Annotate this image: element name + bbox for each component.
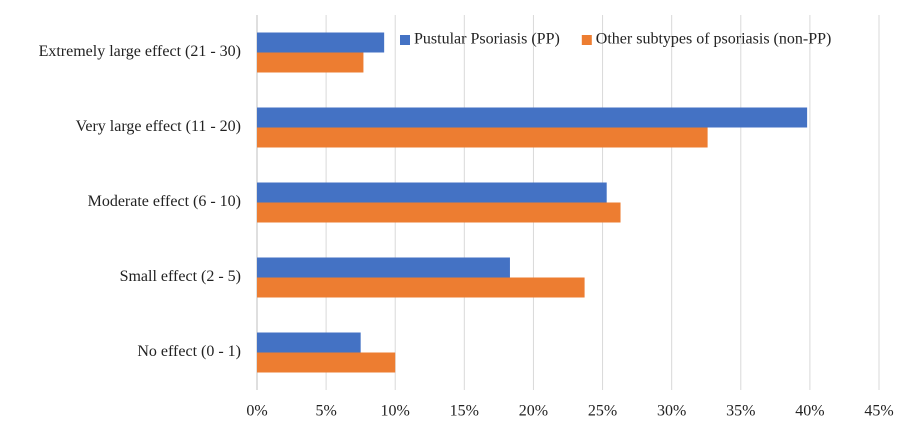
bar bbox=[257, 352, 396, 373]
bar bbox=[257, 32, 385, 53]
legend-label: Pustular Psoriasis (PP) bbox=[414, 31, 560, 48]
x-tick-label: 45% bbox=[864, 403, 893, 420]
legend-label: Other subtypes of psoriasis (non-PP) bbox=[596, 31, 832, 48]
y-tick-label: Very large effect (11 - 20) bbox=[76, 118, 241, 135]
x-tick-label: 10% bbox=[381, 403, 410, 420]
x-tick-label: 15% bbox=[450, 403, 479, 420]
bar bbox=[257, 202, 621, 223]
x-tick-label: 20% bbox=[519, 403, 548, 420]
x-tick-label: 35% bbox=[726, 403, 755, 420]
y-tick-label: Small effect (2 - 5) bbox=[120, 268, 241, 285]
bar bbox=[257, 52, 364, 73]
y-tick-label: Moderate effect (6 - 10) bbox=[88, 193, 241, 210]
y-tick-label: Extremely large effect (21 - 30) bbox=[39, 43, 241, 60]
x-tick-label: 25% bbox=[588, 403, 617, 420]
bar bbox=[257, 182, 607, 203]
legend-swatch bbox=[581, 35, 592, 45]
x-tick-label: 0% bbox=[246, 403, 267, 420]
x-tick-label: 40% bbox=[795, 403, 824, 420]
bar bbox=[257, 277, 585, 298]
x-tick-label: 5% bbox=[315, 403, 336, 420]
bar bbox=[257, 257, 510, 278]
bar bbox=[257, 107, 808, 128]
x-tick-label: 30% bbox=[657, 403, 686, 420]
bar bbox=[257, 332, 361, 353]
y-tick-label: No effect (0 - 1) bbox=[137, 343, 241, 360]
bar bbox=[257, 127, 708, 148]
legend-swatch bbox=[400, 35, 410, 45]
